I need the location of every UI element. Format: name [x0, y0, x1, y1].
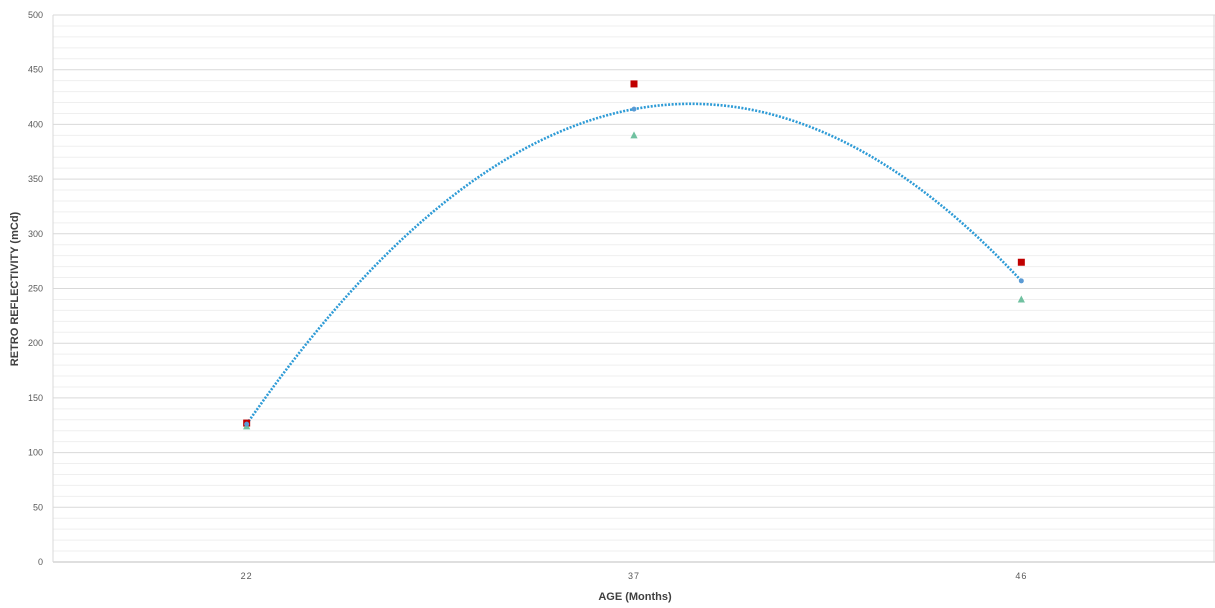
y-axis-tick-labels: 0 50 100 150 200 250 300 350 400 450 500: [28, 10, 43, 567]
y-tick-label: 150: [28, 393, 43, 403]
circle-marker: [244, 421, 250, 427]
y-tick-label: 400: [28, 119, 43, 129]
y-tick-label: 100: [28, 448, 43, 458]
data-points: [243, 80, 1025, 430]
x-tick-label: 22: [241, 571, 253, 581]
major-gridlines: [52, 14, 1215, 563]
y-tick-label: 200: [28, 338, 43, 348]
x-axis-title: AGE (Months): [598, 591, 672, 603]
y-tick-label: 500: [28, 10, 43, 20]
y-tick-label: 0: [38, 557, 43, 567]
y-tick-label: 300: [28, 229, 43, 239]
y-tick-label: 450: [28, 65, 43, 75]
minor-gridlines: [53, 25, 1215, 552]
square-marker: [1017, 258, 1025, 266]
triangle-marker: [1017, 295, 1025, 303]
x-axis-tick-labels: 22 37 46: [241, 571, 1027, 581]
square-marker: [630, 80, 638, 88]
x-tick-label: 37: [628, 571, 640, 581]
triangle-marker: [630, 131, 638, 139]
y-axis-title: RETRO REFLECTIVITY (mCd): [9, 211, 21, 366]
circle-marker: [1018, 278, 1024, 284]
circle-marker: [631, 106, 637, 112]
y-tick-label: 50: [33, 502, 43, 512]
y-tick-label: 350: [28, 174, 43, 184]
y-tick-label: 250: [28, 284, 43, 294]
x-tick-label: 46: [1015, 571, 1027, 581]
